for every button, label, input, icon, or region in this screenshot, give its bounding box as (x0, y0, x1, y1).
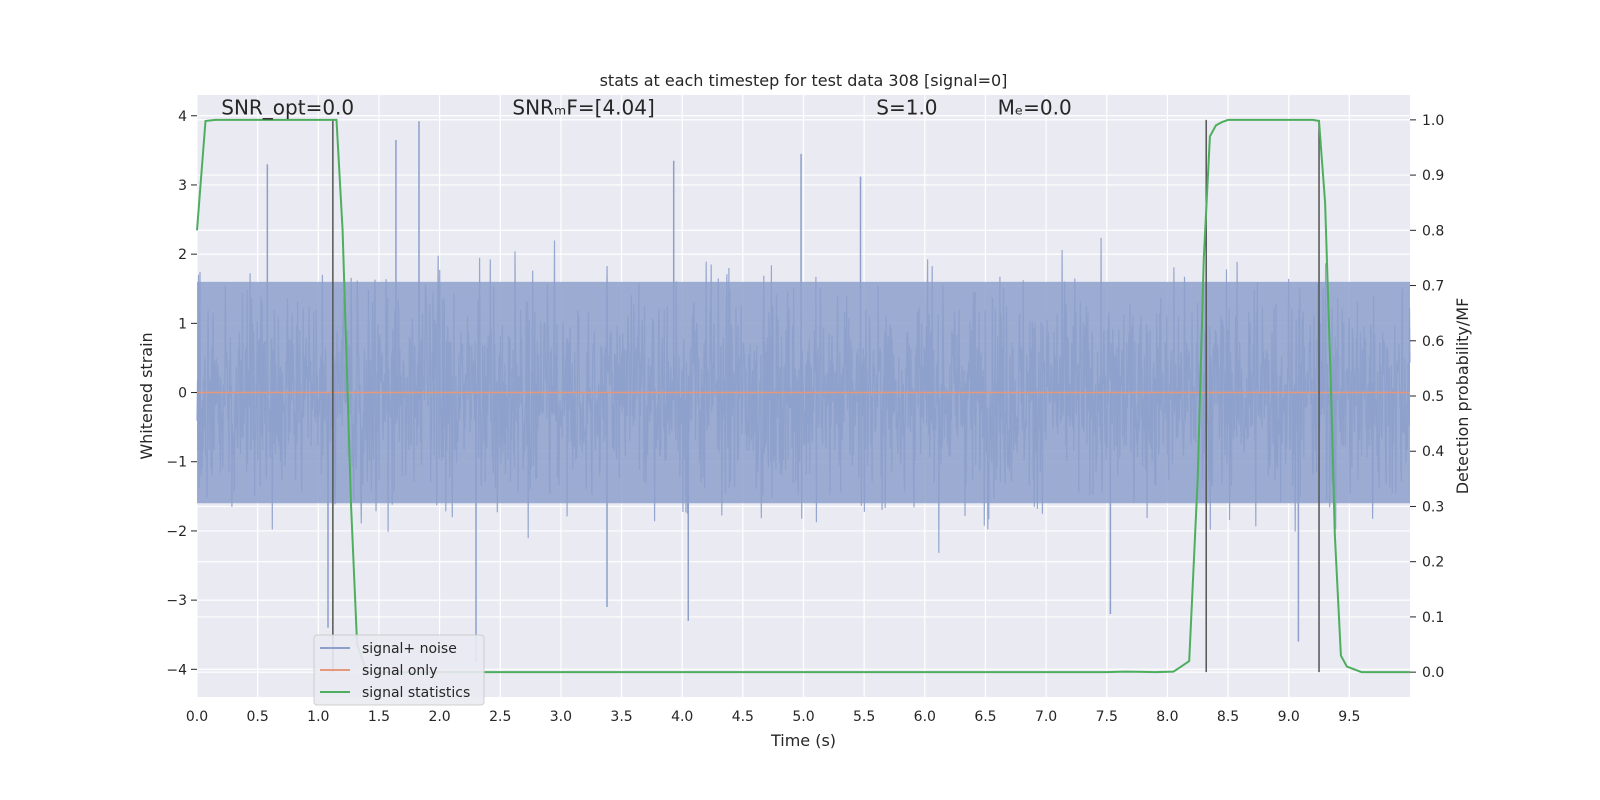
legend-entry: signal statistics (362, 685, 470, 701)
x-tick-label: 7.5 (1096, 709, 1118, 725)
annotation-snr-opt: SNR_opt=0.0 (221, 95, 354, 119)
x-tick-label: 3.5 (610, 709, 632, 725)
signal-statistics-line (196, 118, 1410, 674)
x-axis-label: Time (s) (770, 731, 836, 750)
y-axis-ticks: 4 3 2 1 0 −1 −2 −3 −4 (166, 109, 197, 678)
x-tick-label: 3.0 (550, 709, 572, 725)
noise-line (196, 237, 1411, 553)
y2-tick-label: 0.9 (1422, 168, 1444, 184)
x-tick-label: 5.0 (792, 709, 814, 725)
x-tick-label: 2.5 (489, 709, 511, 725)
legend-entry: signal+ noise (362, 641, 457, 657)
y2-tick-label: 1.0 (1422, 113, 1444, 129)
y2-axis-ticks: 1.0 0.9 0.8 0.7 0.6 0.5 0.4 0.3 0.2 0.1 0.0 (1410, 113, 1444, 681)
y2-tick-label: 0.2 (1422, 555, 1444, 571)
x-tick-label: 9.5 (1338, 709, 1360, 725)
y-tick-label: −2 (166, 524, 187, 540)
y-tick-label: −3 (166, 593, 187, 609)
x-tick-label: 4.5 (732, 709, 754, 725)
y2-tick-label: 0.5 (1422, 389, 1444, 405)
x-tick-label: 9.0 (1278, 709, 1300, 725)
x-tick-label: 0.5 (247, 709, 269, 725)
y-axis-label: Whitened strain (137, 332, 156, 459)
annotations: SNR_opt=0.0 SNRₘF=[4.04] S=1.0 Mₑ=0.0 (221, 95, 1071, 119)
y2-axis-label: Detection probability/MF (1453, 298, 1472, 495)
annotation-snr-mf: SNRₘF=[4.04] (512, 95, 654, 119)
x-tick-label: 4.0 (671, 709, 693, 725)
x-tick-label: 1.5 (368, 709, 390, 725)
y-tick-label: −4 (166, 662, 187, 678)
legend-entry: signal only (362, 663, 437, 679)
x-tick-label: 0.0 (186, 709, 208, 725)
x-tick-label: 8.5 (1217, 709, 1239, 725)
y2-tick-label: 0.7 (1422, 279, 1444, 295)
y2-tick-label: 0.0 (1422, 665, 1444, 681)
signal-statistics-series (196, 118, 1410, 674)
y-tick-label: 2 (178, 247, 187, 263)
x-tick-label: 5.5 (853, 709, 875, 725)
y-tick-label: 4 (178, 109, 187, 125)
y2-tick-label: 0.6 (1422, 334, 1444, 350)
x-tick-label: 2.0 (428, 709, 450, 725)
y2-tick-label: 0.4 (1422, 444, 1444, 460)
y2-tick-label: 0.8 (1422, 223, 1444, 239)
y-tick-label: 1 (178, 316, 187, 332)
annotation-s-value: S=1.0 (876, 95, 937, 119)
x-tick-label: 6.5 (974, 709, 996, 725)
x-axis-ticks: 0.0 0.5 1.0 1.5 2.0 2.5 3.0 3.5 4.0 4.5 5.0 5.5 6.0 6… (186, 709, 1361, 725)
annotation-mc-value: Mₑ=0.0 (998, 95, 1072, 119)
x-tick-label: 8.0 (1156, 709, 1178, 725)
legend: signal+ noise signal only signal statistic… (313, 634, 485, 706)
y2-tick-label: 0.3 (1422, 499, 1444, 515)
y-tick-label: 0 (178, 386, 187, 402)
y-tick-label: −1 (166, 455, 187, 471)
x-tick-label: 6.0 (914, 709, 936, 725)
x-tick-label: 7.0 (1035, 709, 1057, 725)
y-tick-label: 3 (178, 178, 187, 194)
y2-tick-label: 0.1 (1422, 610, 1444, 626)
legend-box (313, 634, 485, 706)
chart-title: stats at each timestep for test data 308… (600, 71, 1008, 90)
x-tick-label: 1.0 (307, 709, 329, 725)
